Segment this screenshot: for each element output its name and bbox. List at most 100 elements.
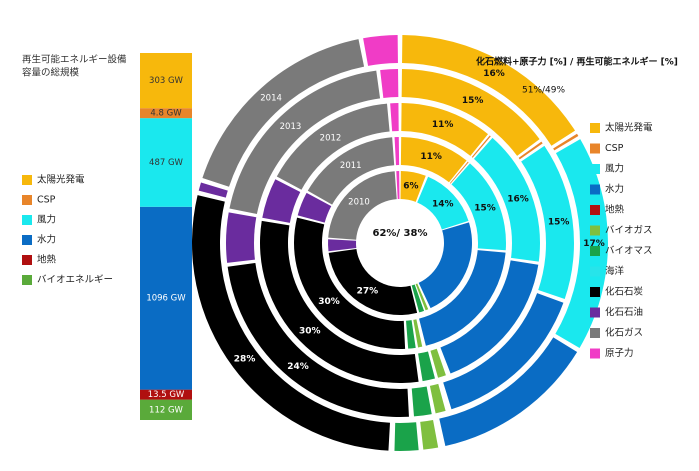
- donut-legend-label: 地熱: [605, 204, 625, 216]
- donut-slice: [449, 161, 469, 184]
- bar-legend-swatch: [22, 215, 32, 225]
- donut-slice: [439, 337, 578, 446]
- donut-slice: [443, 293, 564, 410]
- donut-slice: [390, 103, 399, 132]
- donut-slice: [518, 141, 543, 160]
- donut-slice: [262, 179, 301, 223]
- donut-slice: [553, 133, 579, 151]
- donut-legend-label: 化石石油: [605, 306, 643, 318]
- bar-segment: [140, 206, 192, 390]
- donut-slice: [307, 137, 395, 205]
- donut-slice: [411, 386, 432, 417]
- donut-slice: [417, 176, 469, 230]
- donut-legend-swatch: [590, 287, 600, 297]
- donut-slice: [400, 171, 426, 202]
- donut-legend-label: バイオガス: [605, 225, 653, 236]
- donut-data-label: 16%: [507, 194, 529, 204]
- bar-legend-label: バイオエネルギー: [37, 275, 113, 286]
- bar-legend-swatch: [22, 235, 32, 245]
- donut-slice: [260, 220, 419, 383]
- bar-legend-label: 水力: [37, 234, 56, 246]
- donut-slice: [229, 70, 381, 215]
- donut-slice: [328, 249, 418, 315]
- donut-data-label: 15%: [474, 203, 496, 213]
- donut-data-label: 28%: [234, 355, 256, 365]
- donut-outer-label: 51%/49%: [522, 86, 565, 96]
- donut-slice: [406, 320, 416, 349]
- bar-legend-swatch: [22, 255, 32, 265]
- donut-data-label: 11%: [432, 120, 454, 130]
- donut-slice: [394, 422, 419, 451]
- bar-segment-label: 1096 GW: [146, 294, 186, 304]
- bar-segment: [140, 118, 192, 207]
- donut-data-label: 15%: [548, 217, 570, 227]
- donut-slice: [328, 171, 397, 240]
- bar-legend-label: 太陽光発電: [37, 174, 85, 186]
- donut-slice: [419, 250, 506, 346]
- donut-slice: [227, 262, 409, 417]
- donut-year-label: 2012: [320, 133, 342, 143]
- bar-title: 容量の総規模: [22, 67, 80, 79]
- donut-data-label: 16%: [483, 69, 505, 79]
- donut-legend-swatch: [590, 205, 600, 215]
- donut-slice: [380, 69, 399, 98]
- donut-legend-swatch: [590, 328, 600, 338]
- bar-legend-swatch: [22, 275, 32, 285]
- donut-data-label: 24%: [287, 362, 309, 372]
- bar-segment-label: 13.5 GW: [148, 390, 185, 400]
- donut-legend-swatch: [590, 143, 600, 154]
- donut-data-label: 6%: [403, 182, 418, 192]
- donut-data-label: 11%: [420, 152, 442, 162]
- donut-slice: [297, 192, 332, 223]
- donut-slice: [363, 35, 398, 66]
- donut-legend-swatch: [590, 123, 600, 133]
- donut-slice: [276, 103, 390, 190]
- donut-legend-swatch: [590, 246, 600, 256]
- donut-legend-label: 太陽光発電: [605, 122, 653, 134]
- donut-slice: [418, 222, 472, 309]
- donut-data-label: 15%: [462, 96, 484, 106]
- donut-slice: [226, 212, 257, 263]
- donut-slice: [430, 348, 446, 378]
- bar-legend-label: 地熱: [37, 254, 57, 266]
- bar-legend-swatch: [22, 195, 32, 205]
- bar-legend-label: 風力: [37, 214, 56, 226]
- donut-legend-label: 水力: [605, 183, 624, 195]
- donut-data-label: 14%: [432, 199, 454, 209]
- donut-data-label: 17%: [583, 239, 605, 249]
- donut-data-label: 27%: [357, 286, 379, 296]
- donut-slice: [471, 135, 491, 158]
- bar-legend-swatch: [22, 175, 32, 185]
- donut-title: 化石燃料+原子力 [%] / 再生可能エネルギー [%]: [476, 56, 678, 68]
- donut-legend-label: 風力: [605, 163, 624, 175]
- donut-slice: [198, 182, 228, 198]
- bar-segment-label: 112 GW: [149, 405, 184, 415]
- bar-segment: [140, 399, 192, 420]
- donut-legend-swatch: [590, 348, 600, 359]
- donut-legend-label: 原子力: [605, 347, 634, 359]
- bar-title: 再生可能エネルギー設備: [22, 54, 127, 66]
- donut-slice: [473, 137, 540, 262]
- donut-year-label: 2011: [340, 161, 362, 171]
- donut-slice: [429, 383, 446, 414]
- donut-slice: [401, 69, 540, 156]
- donut-slice: [394, 137, 400, 166]
- donut-slice: [521, 145, 574, 300]
- bar-segment-label: 303 GW: [149, 76, 184, 86]
- donut-slice: [451, 163, 506, 251]
- donut-legend-swatch: [590, 266, 600, 277]
- bar-segment-label: 4.8 GW: [150, 109, 182, 119]
- donut-year-label: 2014: [260, 94, 282, 104]
- bar-segment: [140, 108, 192, 119]
- donut-slice: [415, 283, 429, 311]
- donut-slice: [396, 171, 400, 200]
- bar-legend-label: CSP: [37, 195, 56, 206]
- donut-slice: [401, 103, 489, 156]
- donut-slice: [418, 351, 435, 382]
- donut-legend-label: CSP: [605, 143, 624, 154]
- donut-legend-swatch: [590, 307, 600, 318]
- donut-slice: [413, 319, 423, 348]
- donut-legend-swatch: [590, 225, 600, 236]
- donut-slice: [293, 217, 406, 350]
